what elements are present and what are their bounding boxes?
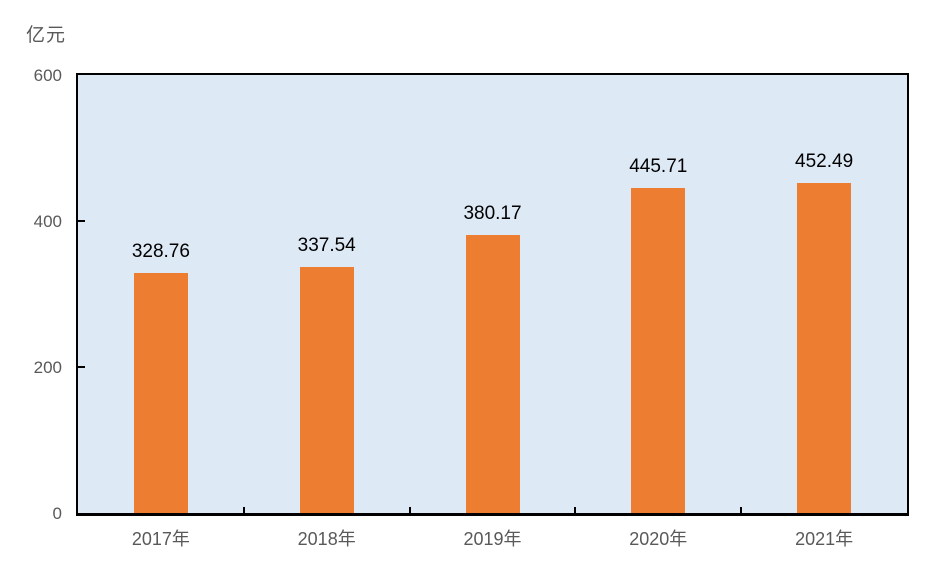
y-axis-tick-label: 200 — [33, 358, 62, 377]
x-axis-category-label: 2018年 — [297, 529, 356, 549]
x-axis-tick-mark — [242, 507, 245, 513]
y-axis-tick-label: 600 — [33, 66, 62, 85]
bar-value-label: 328.76 — [131, 241, 190, 262]
bar-2018年 — [299, 266, 354, 513]
y-axis-tick-mark — [78, 366, 85, 368]
bar-2017年 — [133, 273, 188, 513]
x-axis-category-label: 2019年 — [463, 529, 522, 549]
bar-2020年 — [631, 187, 686, 513]
x-axis-tick-mark — [408, 507, 411, 513]
bar-value-label: 452.49 — [795, 150, 854, 172]
bar-2021年 — [797, 182, 852, 513]
bar-value-label: 337.54 — [297, 234, 356, 256]
x-axis-category-label: 2021年 — [795, 529, 854, 549]
y-axis-unit-label: 亿元 — [26, 25, 67, 46]
bar-value-label: 380.17 — [463, 203, 522, 225]
y-axis-tick-label: 400 — [33, 212, 62, 231]
x-axis-tick-mark — [574, 507, 577, 513]
bar-value-label: 445.71 — [629, 155, 688, 177]
x-axis-category-label: 2017年 — [131, 529, 190, 549]
bar-2019年 — [465, 235, 520, 513]
x-axis-category-label: 2020年 — [629, 529, 688, 549]
y-axis-tick-mark — [78, 220, 85, 222]
x-axis-tick-mark — [740, 507, 743, 513]
y-axis-tick-label: 0 — [52, 504, 62, 523]
